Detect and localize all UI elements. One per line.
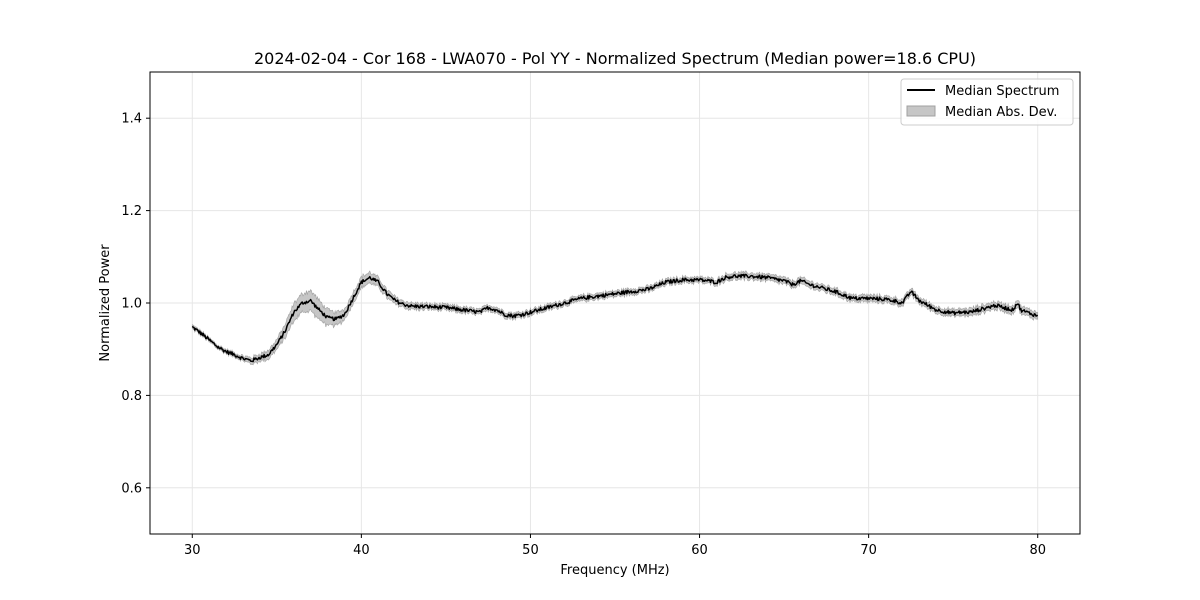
y-tick-label: 1.4 [121, 112, 142, 127]
legend-label-median-spectrum: Median Spectrum [945, 84, 1059, 99]
x-tick-label: 80 [1029, 543, 1046, 558]
median-spectrum-line [191, 273, 1039, 363]
x-tick-label: 40 [353, 543, 370, 558]
y-tick-label: 1.0 [121, 297, 142, 312]
y-tick-label: 0.6 [121, 481, 142, 496]
y-tick-label: 0.8 [121, 389, 142, 404]
legend: Median Spectrum Median Abs. Dev. [900, 78, 1074, 126]
y-tick-label: 1.2 [121, 204, 142, 219]
median-line-layer [191, 273, 1039, 363]
x-tick-label: 70 [860, 543, 877, 558]
median-abs-dev-band [191, 270, 1039, 366]
y-axis-ticks: 0.6 0.8 1.0 1.2 1.4 [121, 112, 150, 496]
chart-title: 2024-02-04 - Cor 168 - LWA070 - Pol YY -… [254, 49, 976, 68]
x-axis-ticks: 30 40 50 60 70 80 [184, 534, 1046, 558]
x-tick-label: 30 [184, 543, 201, 558]
legend-band-swatch [906, 105, 936, 117]
legend-label-median-abs-dev: Median Abs. Dev. [945, 105, 1057, 120]
y-axis-label: Normalized Power [98, 244, 113, 362]
x-tick-label: 50 [522, 543, 539, 558]
x-tick-label: 60 [691, 543, 708, 558]
legend-box [900, 78, 1074, 126]
x-axis-label: Frequency (MHz) [560, 563, 669, 578]
mad-band-layer [191, 270, 1039, 366]
